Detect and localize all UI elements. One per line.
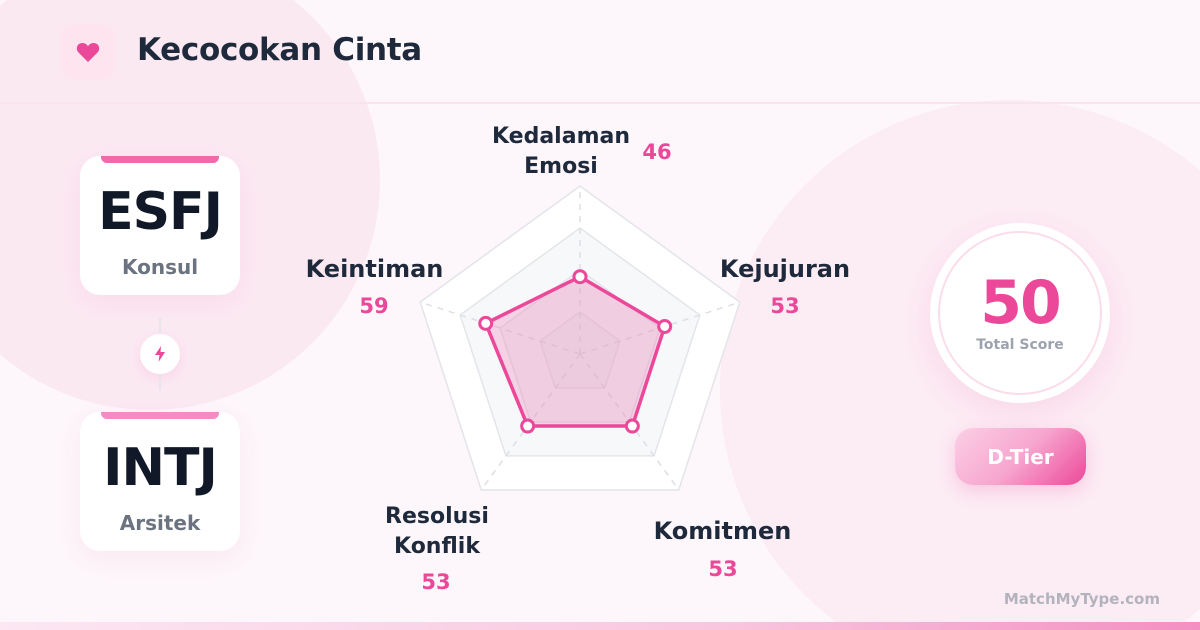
card-accent-bar xyxy=(101,412,219,419)
axis-label-line: Konflik xyxy=(394,534,480,559)
axis-value-commitment: 53 xyxy=(708,557,738,581)
type-card-second: INTJ Arsitek xyxy=(80,412,240,551)
type-code: ESFJ xyxy=(98,182,223,242)
axis-label-line: Kedalaman xyxy=(492,124,630,149)
connector-badge xyxy=(140,334,180,374)
logo-badge xyxy=(60,24,116,80)
total-score-value: 50 xyxy=(980,268,1062,338)
radar-data-point xyxy=(520,418,536,434)
connector-line-bottom xyxy=(159,376,161,390)
axis-label-honesty: Kejujuran xyxy=(719,255,851,283)
axis-label-emotional-depth: Kedalaman Emosi xyxy=(480,122,642,182)
heart-icon xyxy=(76,42,100,62)
connector-line-top xyxy=(159,318,161,332)
header: Kecocokan Cinta xyxy=(0,0,1200,104)
axis-label-line: Resolusi xyxy=(385,504,489,529)
radar-data-point xyxy=(478,315,494,331)
lightning-bolt-icon xyxy=(155,346,165,362)
type-name: Arsitek xyxy=(119,511,201,535)
axis-value-intimacy: 59 xyxy=(359,294,389,318)
axis-value-emotional-depth: 46 xyxy=(642,140,672,164)
axis-label-intimacy: Keintiman xyxy=(305,255,444,283)
bottom-accent-bar xyxy=(0,622,1200,630)
score-ring xyxy=(938,231,1102,395)
type-card-first: ESFJ Konsul xyxy=(80,156,240,295)
radar-data-area xyxy=(483,274,667,428)
radar-data-point xyxy=(624,418,640,434)
axis-value-conflict-resolution: 53 xyxy=(421,570,451,594)
axis-label-commitment: Komitmen xyxy=(653,517,792,545)
radar-data-point xyxy=(657,318,673,334)
type-name: Konsul xyxy=(121,255,199,279)
radar-data-point xyxy=(572,269,588,285)
axis-label-line: Emosi xyxy=(524,154,598,179)
page-title: Kecocokan Cinta xyxy=(137,32,422,68)
card-accent-bar xyxy=(101,156,219,163)
radar-axis-line xyxy=(419,301,581,355)
axis-label-conflict-resolution: Resolusi Konflik xyxy=(372,502,502,562)
type-code: INTJ xyxy=(103,438,218,498)
axis-value-honesty: 53 xyxy=(770,294,800,318)
total-score-label: Total Score xyxy=(976,337,1064,353)
total-score-card: 50 Total Score xyxy=(930,223,1110,403)
radar-data-points xyxy=(478,269,673,434)
tier-badge: D-Tier xyxy=(955,428,1086,485)
watermark: MatchMyType.com xyxy=(1003,590,1160,608)
